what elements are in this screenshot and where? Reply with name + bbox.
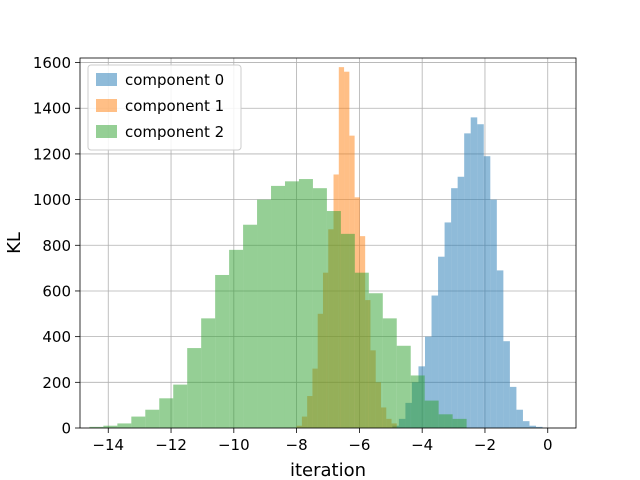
histogram-bar [326,211,341,428]
histogram-bar [470,117,478,428]
legend-label: component 0 [125,71,224,89]
histogram-bar [425,336,432,428]
y-tick-label: 200 [42,374,71,392]
y-tick-label: 1600 [33,54,71,72]
histogram-bar [496,270,504,428]
histogram-bar [438,256,445,428]
legend-swatch [96,125,117,138]
histogram-bar [131,416,146,428]
x-tick-label: −10 [218,436,250,454]
histogram-bar [215,274,230,428]
histogram-bar [382,318,397,428]
histogram-bar [451,188,458,428]
histogram-bar [490,199,497,428]
histogram-bar [271,185,285,428]
x-tick-label: −12 [155,436,187,454]
histogram-bar [103,425,118,428]
histogram-bar [201,318,216,428]
x-tick-label: −14 [92,436,124,454]
histogram-bar [503,341,510,428]
histogram-bar [229,249,244,428]
histogram-bar [145,409,160,428]
legend-box [87,64,242,151]
series-2 [89,179,467,428]
x-axis-ticks: −14 −12 −10 −8 −6 −4 −2 0 [92,428,553,454]
legend: component 0 component 1 component 2 [87,64,242,151]
histogram-bar [298,179,313,428]
x-tick-label: −2 [474,436,496,454]
histogram-bar [464,133,471,429]
legend-label: component 2 [125,123,224,141]
y-tick-label: 400 [42,328,71,346]
histogram-bar [396,345,411,428]
y-tick-label: 600 [42,282,71,300]
histogram-bar [536,426,543,428]
histogram-bar [424,400,439,428]
legend-swatch [96,73,117,86]
histogram-bar [438,414,453,428]
histogram-bar [368,293,383,428]
x-tick-label: −4 [411,436,433,454]
histogram-bar [477,124,484,429]
histogram-bar [516,409,523,428]
histogram-bar [452,418,467,428]
x-axis-label: iteration [290,460,366,480]
legend-swatch [96,99,117,112]
histogram-bars [89,67,543,429]
histogram-bar [529,425,537,428]
x-tick-label: −8 [286,436,308,454]
y-tick-label: 1000 [33,191,71,209]
histogram-bar [257,199,272,428]
histogram-bar [159,398,174,428]
y-tick-label: 0 [61,420,71,438]
y-tick-label: 800 [42,237,71,255]
histogram-bar [340,233,355,428]
plot-frame [79,57,577,429]
histogram-bar [117,423,132,428]
y-tick-label: 1200 [33,145,71,163]
histogram-bar [457,176,465,428]
y-axis-ticks: 0 200 400 600 800 1000 1200 1400 1600 [33,54,80,438]
histogram-bar [243,224,258,428]
histogram-bar [312,188,327,428]
y-axis-label: KL [4,232,25,254]
histogram-bar [284,181,299,428]
histogram-bar [431,295,439,428]
histogram-bar [354,272,369,428]
x-tick-label: −6 [348,436,370,454]
histogram-bar [509,386,517,428]
histogram-bar [173,384,188,428]
histogram-bar [522,421,530,428]
legend-label: component 1 [125,97,224,115]
x-tick-label: 0 [543,436,553,454]
y-tick-label: 1400 [33,100,71,118]
histogram-bar [483,156,491,428]
histogram-bar [89,426,104,428]
histogram-bar [410,375,425,428]
histogram-bar [444,222,452,428]
histogram-bar [187,348,202,428]
